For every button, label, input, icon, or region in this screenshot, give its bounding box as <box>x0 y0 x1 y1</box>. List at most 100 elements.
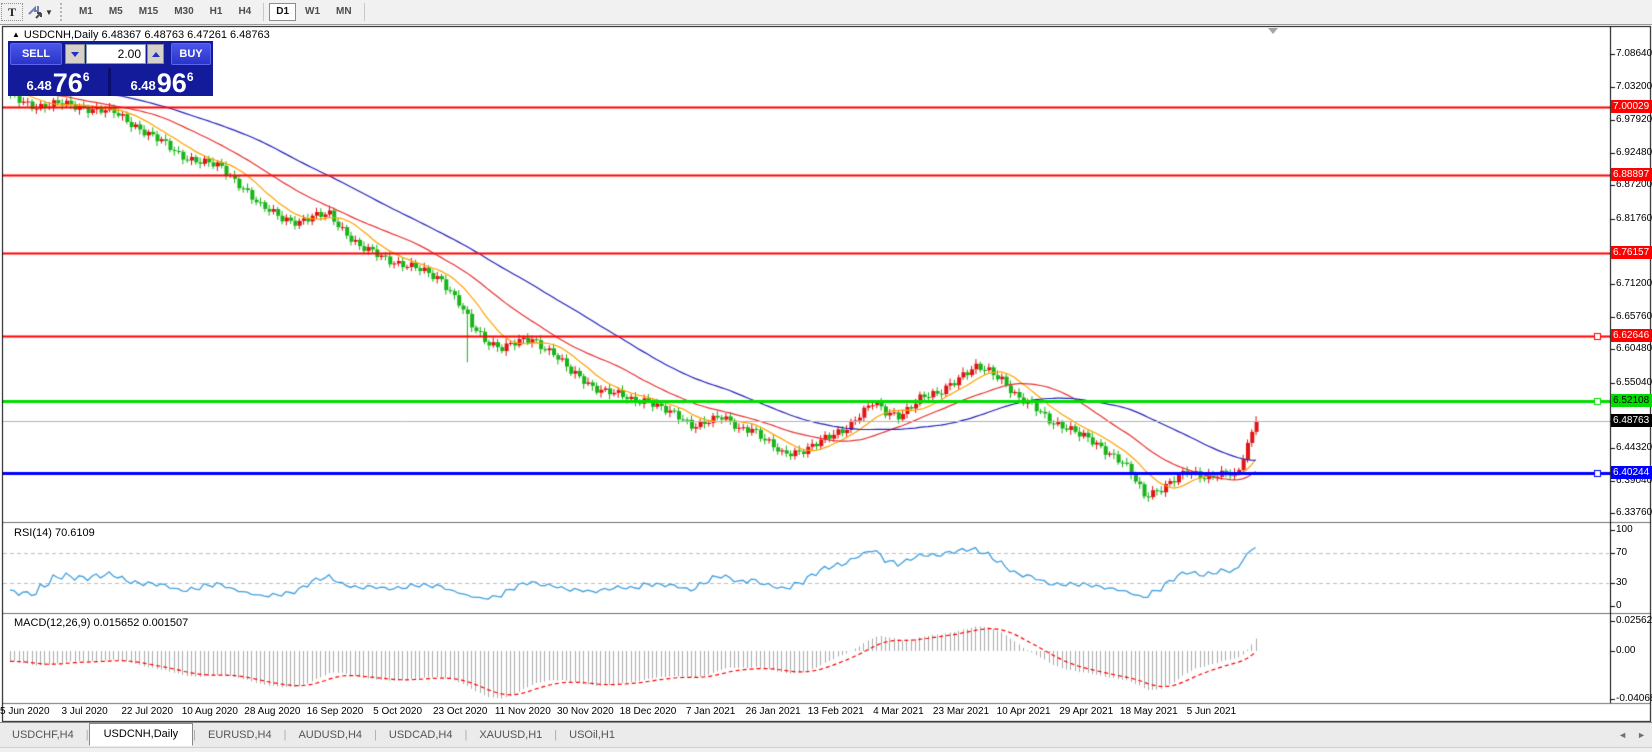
date-axis-label: 15 Jun 2020 <box>0 706 50 717</box>
timeframe-button-h1[interactable]: H1 <box>203 3 230 21</box>
tab-separator: | <box>85 729 89 741</box>
text-tool-button[interactable]: T <box>1 3 24 21</box>
tab-scroll-controls: ◄ ► <box>1618 729 1646 741</box>
shift-marker-icon[interactable] <box>1268 28 1278 34</box>
date-axis-label: 23 Mar 2021 <box>932 706 990 717</box>
date-axis-label: 18 Dec 2020 <box>619 706 677 717</box>
price-badge: 7.00029 <box>1611 99 1652 113</box>
date-axis-label: 28 Aug 2020 <box>244 706 301 717</box>
date-axis-label: 16 Sep 2020 <box>306 706 364 717</box>
price-axis-tick: 6.39040 <box>1616 474 1652 486</box>
tab-separator: | <box>554 729 558 741</box>
macd-axis-tick: -0.040687 <box>1616 692 1652 704</box>
timeframe-button-m30[interactable]: M30 <box>167 3 200 21</box>
rsi-axis-tick: 0 <box>1616 600 1622 611</box>
date-axis-label: 7 Jan 2021 <box>685 706 736 717</box>
date-axis-label: 29 Apr 2021 <box>1059 706 1114 717</box>
price-axis-tick: 6.81760 <box>1616 212 1652 224</box>
one-click-trading-panel: SELL BUY 6.48 76 6 6.48 96 6 <box>8 41 213 98</box>
sell-price-big: 76 <box>52 68 83 98</box>
price-badge: 6.76157 <box>1611 246 1652 260</box>
date-axis-label: 30 Nov 2020 <box>557 706 614 717</box>
price-axis-tick: 6.33760 <box>1616 507 1652 518</box>
volume-decrease-button[interactable] <box>65 44 85 64</box>
price-axis-tick: 7.03200 <box>1616 81 1652 93</box>
price-axis-tick: 6.92480 <box>1616 147 1652 159</box>
status-bar <box>0 747 1652 752</box>
top-toolbar: T ▼ M1 M5 M15 M30 H1 H4 D1 W1 MN <box>0 0 1652 25</box>
date-axis-label: 5 Oct 2020 <box>373 706 423 717</box>
chart-title: ▲ USDCNH,Daily 6.48367 6.48763 6.47261 6.… <box>12 29 270 41</box>
tab-scroll-left-icon[interactable]: ◄ <box>1618 730 1628 740</box>
tab-separator: | <box>193 729 197 741</box>
toolbar-separator <box>363 3 365 21</box>
toolbar-separator <box>263 3 265 21</box>
macd-label: MACD(12,26,9) 0.015652 0.001507 <box>14 617 189 629</box>
date-axis-label: 22 Jul 2020 <box>121 706 174 717</box>
timeframe-button-w1[interactable]: W1 <box>298 3 327 21</box>
dropdown-caret-icon: ▼ <box>45 7 53 17</box>
macd-axis-tick: 0.025623 <box>1616 614 1652 626</box>
price-axis-tick: 6.87200 <box>1616 179 1652 191</box>
chart-tabs-bar: USDCHF,H4 | USDCNH,Daily | EURUSD,H4 | AUDUSD,… <box>0 722 1652 747</box>
tab-usdchf-h4[interactable]: USDCHF,H4 <box>12 729 74 741</box>
rsi-label: RSI(14) 70.6109 <box>14 527 95 539</box>
price-axis-tick: 6.97920 <box>1616 113 1652 125</box>
timeframe-button-m15[interactable]: M15 <box>132 3 165 21</box>
cursor-tool-icon <box>28 5 43 19</box>
buy-price-sup: 6 <box>186 70 194 84</box>
date-axis-label: 10 Apr 2021 <box>996 706 1051 717</box>
tab-usdcad-h4[interactable]: USDCAD,H4 <box>388 729 453 741</box>
macd-axis-tick: 0.00 <box>1616 645 1636 656</box>
buy-price-big: 96 <box>156 68 187 98</box>
triangle-down-icon <box>71 51 79 57</box>
timeframe-button-d1[interactable]: D1 <box>269 3 297 21</box>
price-badge: 6.62646 <box>1611 328 1652 342</box>
rsi-axis-tick: 30 <box>1616 577 1628 589</box>
date-axis-label: 23 Oct 2020 <box>432 706 488 717</box>
toolbar-drag-handle[interactable] <box>59 3 67 21</box>
triangle-up-icon <box>151 51 160 57</box>
volume-input[interactable] <box>86 44 146 64</box>
timeframe-button-m5[interactable]: M5 <box>102 3 130 21</box>
collapse-arrow-icon[interactable]: ▲ <box>12 30 20 39</box>
price-axis-tick: 6.65760 <box>1616 310 1652 322</box>
buy-price[interactable]: 6.48 96 6 <box>111 68 213 98</box>
timeframe-button-mn[interactable]: MN <box>329 3 359 21</box>
tab-eurusd-h4[interactable]: EURUSD,H4 <box>208 729 272 741</box>
date-axis-label: 13 Feb 2021 <box>807 706 864 717</box>
sell-price-prefix: 6.48 <box>26 78 52 93</box>
sell-price[interactable]: 6.48 76 6 <box>8 68 108 98</box>
buy-button[interactable]: BUY <box>171 43 211 65</box>
tab-xauusd-h1[interactable]: XAUUSD,H1 <box>479 729 543 741</box>
price-badge: 6.88897 <box>1611 168 1652 182</box>
sell-button[interactable]: SELL <box>10 43 62 65</box>
timeframe-button-h4[interactable]: H4 <box>231 3 258 21</box>
tab-usdcnh-daily[interactable]: USDCNH,Daily <box>88 722 194 746</box>
volume-increase-button[interactable] <box>147 44 164 64</box>
price-axis-tick: 6.55040 <box>1616 376 1652 388</box>
timeframe-toolbar: M1 M5 M15 M30 H1 H4 D1 W1 MN <box>71 3 369 21</box>
timeframe-button-m1[interactable]: M1 <box>72 3 100 21</box>
chart-title-text: USDCNH,Daily 6.48367 6.48763 6.47261 6.4… <box>23 29 270 41</box>
tab-usoil-h1[interactable]: USOil,H1 <box>569 729 615 741</box>
price-divider <box>108 68 111 96</box>
price-badge: 6.40244 <box>1611 466 1652 480</box>
tab-scroll-right-icon[interactable]: ► <box>1637 730 1646 740</box>
date-axis-label: 18 May 2021 <box>1119 706 1178 717</box>
chart-tabs: USDCHF,H4 | USDCNH,Daily | EURUSD,H4 | AUDUSD,… <box>0 722 627 746</box>
date-axis-label: 5 Jun 2021 <box>1186 706 1237 717</box>
date-axis-label: 11 Nov 2020 <box>494 706 551 717</box>
cursor-tool-button[interactable]: ▼ <box>25 3 55 21</box>
price-axis-tick: 6.44320 <box>1616 442 1652 454</box>
date-axis-label: 3 Jul 2020 <box>61 706 108 717</box>
tab-separator: | <box>374 729 377 741</box>
buy-price-prefix: 6.48 <box>130 78 156 93</box>
tab-separator: | <box>464 729 468 741</box>
tab-audusd-h4[interactable]: AUDUSD,H4 <box>298 729 363 741</box>
date-axis-label: 10 Aug 2020 <box>181 706 238 717</box>
date-axis-label: 4 Mar 2021 <box>873 706 924 717</box>
price-axis-tick: 6.60480 <box>1616 343 1652 355</box>
